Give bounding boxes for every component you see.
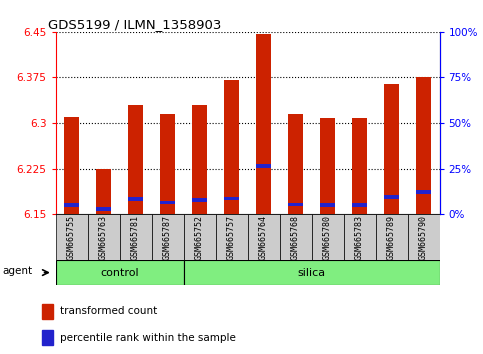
Bar [288, 114, 303, 214]
Text: GSM665787: GSM665787 [163, 215, 172, 260]
Text: GSM665781: GSM665781 [131, 215, 140, 260]
Text: agent: agent [3, 266, 33, 276]
Bar [416, 78, 431, 214]
Bar [248, 214, 280, 260]
Bar [56, 260, 184, 285]
Bar [408, 214, 440, 260]
Text: control: control [100, 268, 139, 278]
Bar [312, 214, 343, 260]
Bar [215, 214, 248, 260]
Bar [184, 214, 215, 260]
Bar [320, 118, 335, 214]
Text: silica: silica [298, 268, 326, 278]
Text: GSM665757: GSM665757 [227, 215, 236, 260]
Bar [152, 214, 184, 260]
Bar [384, 84, 399, 214]
Bar [192, 198, 207, 202]
Bar [256, 164, 271, 168]
Text: GSM665790: GSM665790 [419, 215, 428, 260]
Bar [416, 190, 431, 194]
Bar [224, 80, 239, 214]
Bar [288, 202, 303, 206]
Text: GSM665752: GSM665752 [195, 215, 204, 260]
Bar [96, 207, 111, 211]
Bar [192, 105, 207, 214]
Bar [96, 169, 111, 214]
Text: GSM665783: GSM665783 [355, 215, 364, 260]
Bar [42, 304, 53, 319]
Bar [64, 117, 79, 214]
Bar [343, 214, 376, 260]
Bar [87, 214, 120, 260]
Bar [120, 214, 152, 260]
Bar [224, 196, 239, 200]
Bar [280, 214, 312, 260]
Text: GSM665764: GSM665764 [259, 215, 268, 260]
Text: GSM665755: GSM665755 [67, 215, 76, 260]
Bar [42, 330, 53, 345]
Text: GDS5199 / ILMN_1358903: GDS5199 / ILMN_1358903 [48, 18, 221, 31]
Bar [128, 197, 143, 201]
Bar [352, 118, 367, 214]
Bar [256, 34, 271, 214]
Bar [352, 203, 367, 207]
Bar [184, 260, 440, 285]
Bar [160, 114, 175, 214]
Bar [160, 201, 175, 205]
Text: percentile rank within the sample: percentile rank within the sample [60, 333, 236, 343]
Bar [376, 214, 408, 260]
Bar [320, 203, 335, 207]
Bar [56, 214, 87, 260]
Bar [64, 203, 79, 207]
Text: GSM665768: GSM665768 [291, 215, 300, 260]
Text: transformed count: transformed count [60, 306, 157, 316]
Bar [128, 105, 143, 214]
Bar [384, 195, 399, 199]
Text: GSM665780: GSM665780 [323, 215, 332, 260]
Text: GSM665763: GSM665763 [99, 215, 108, 260]
Text: GSM665789: GSM665789 [387, 215, 396, 260]
